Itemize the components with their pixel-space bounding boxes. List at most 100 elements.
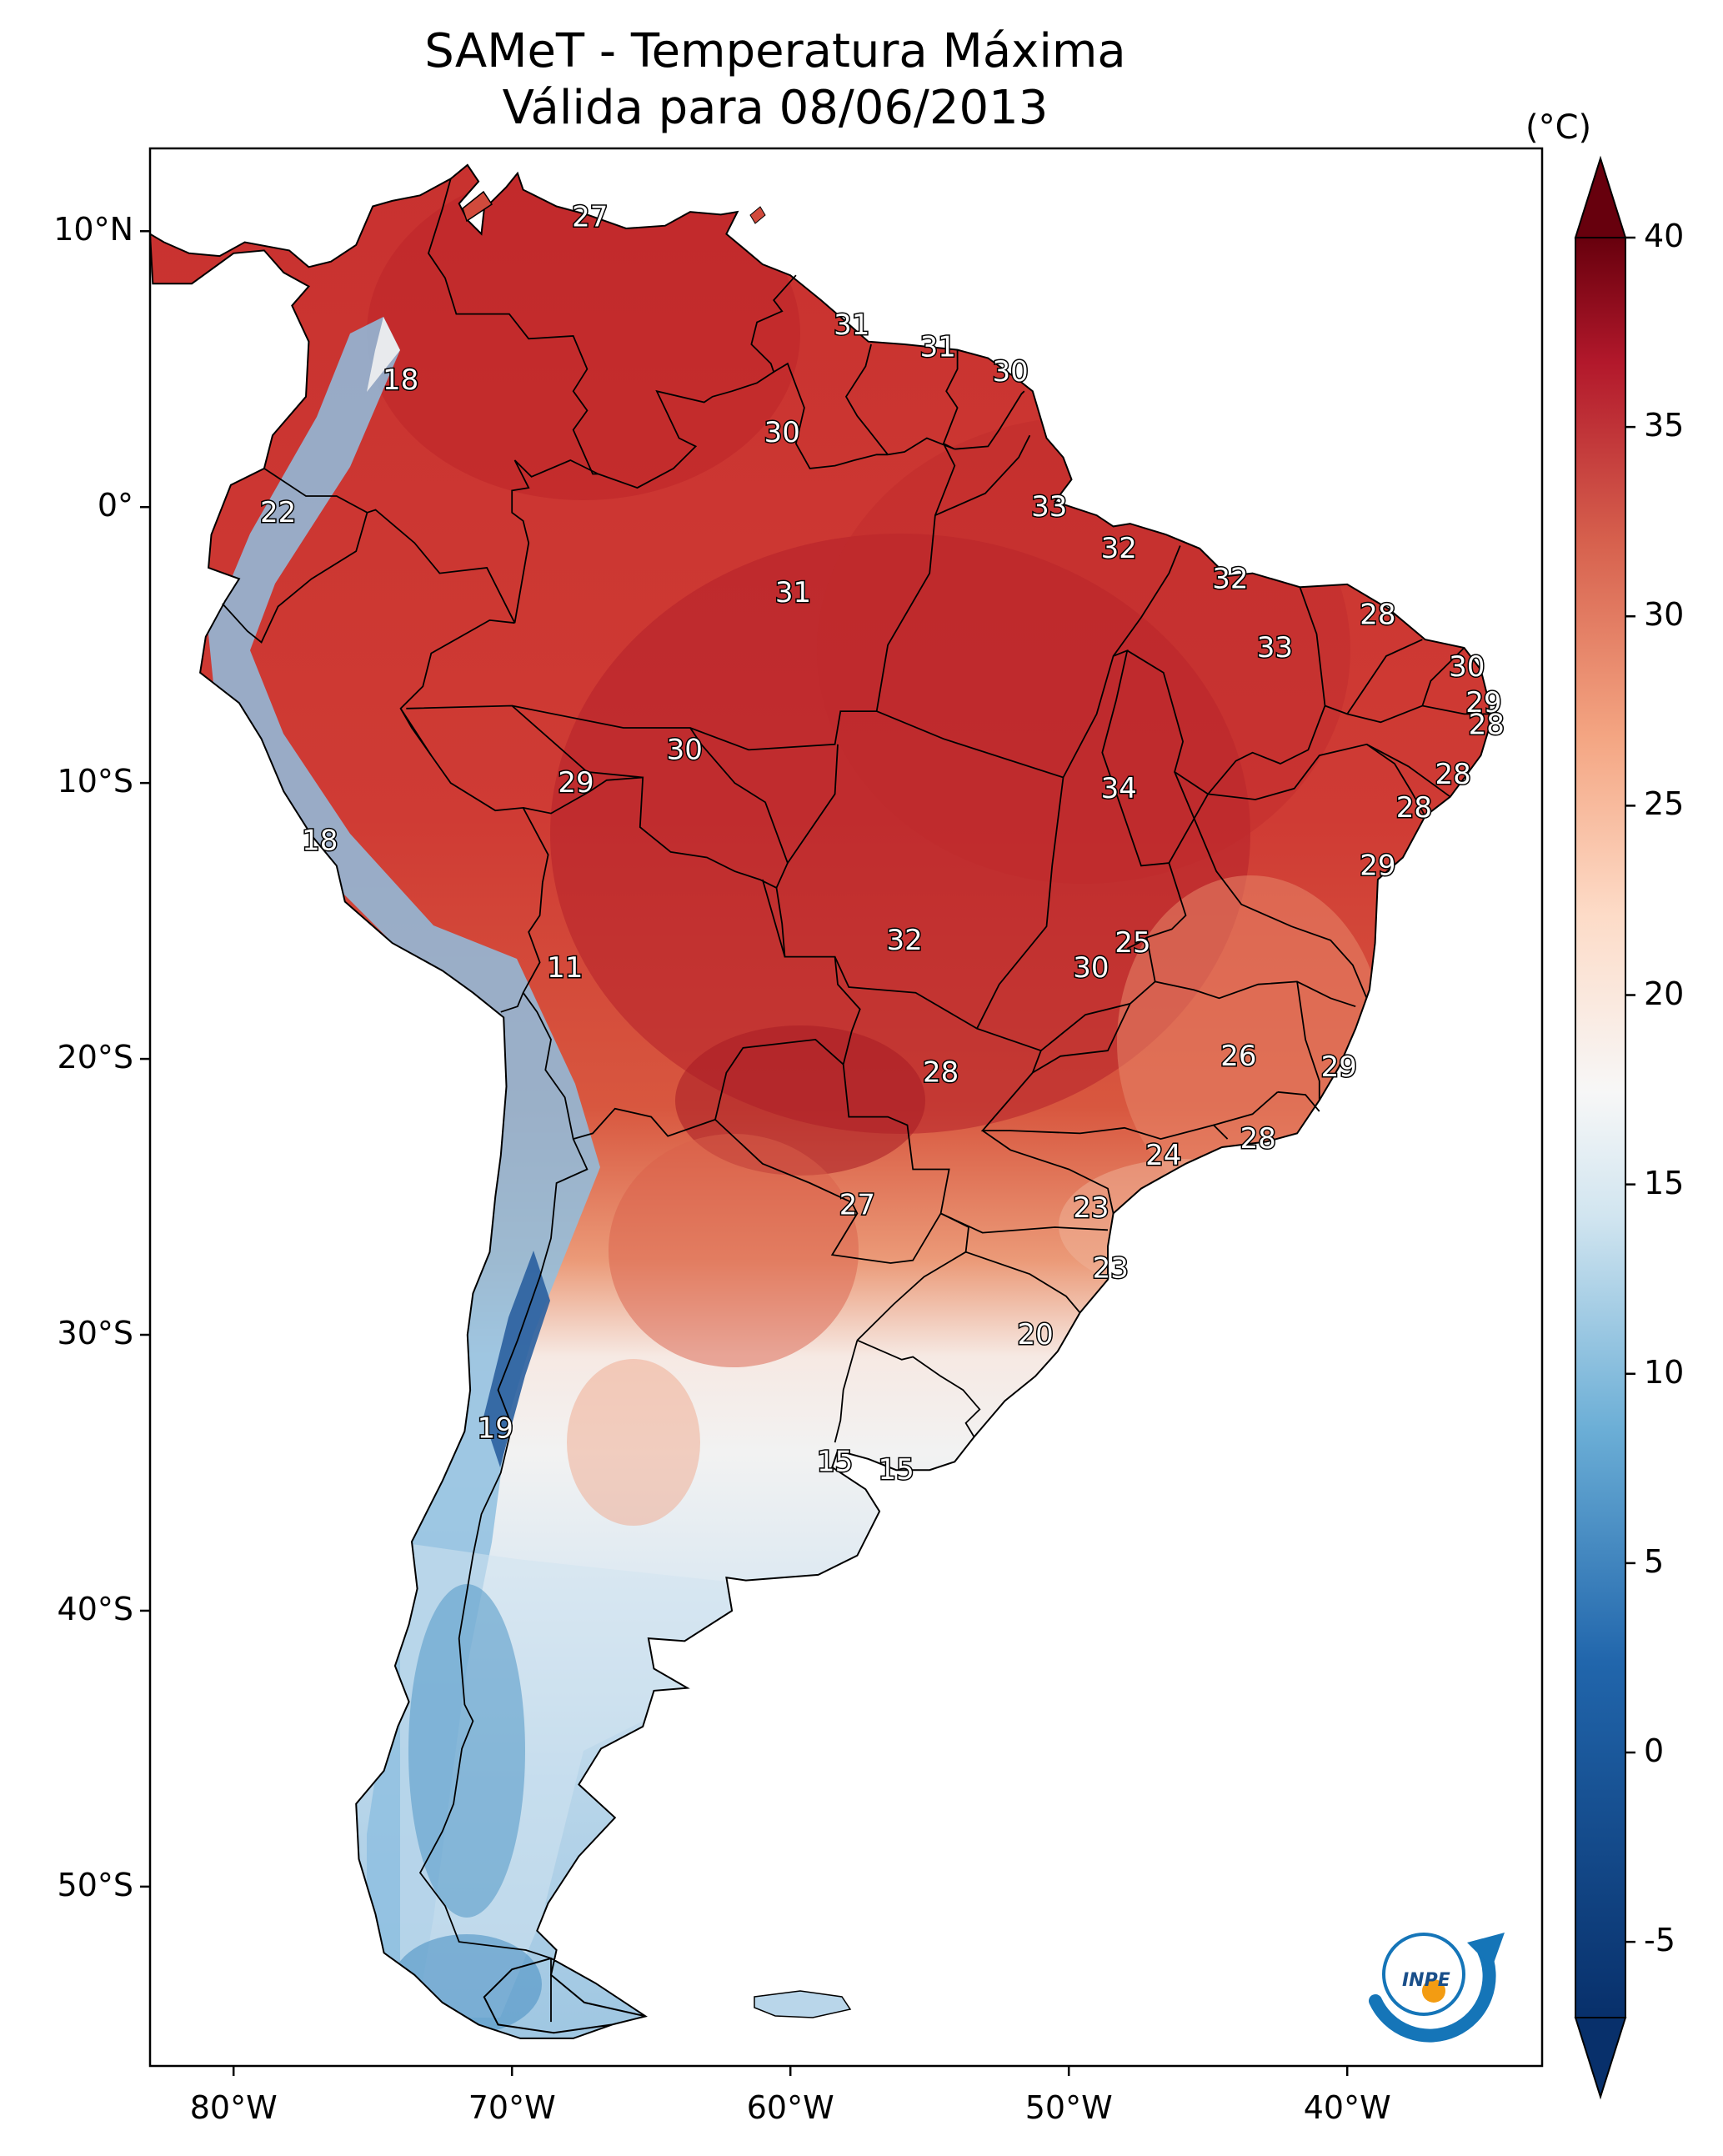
border-line	[1208, 743, 1426, 817]
map-title: SAMeT - Temperatura Máxima	[424, 24, 1126, 78]
colorbar-max-arrow	[1574, 155, 1627, 238]
border-line	[598, 274, 797, 489]
colorbar-tick-label: 35	[1644, 407, 1685, 444]
colorbar-min-arrow	[1574, 2017, 1627, 2100]
border-line	[773, 362, 889, 469]
lat-tick-label: 0°	[97, 487, 133, 524]
colorbar	[1574, 155, 1635, 2100]
colorbar-tick-label: 0	[1644, 1732, 1665, 1770]
border-line	[1366, 744, 1451, 798]
border-line	[406, 704, 644, 779]
colorbar-unit: (°C)	[1525, 108, 1592, 147]
colorbar-tick-label: 20	[1644, 975, 1685, 1012]
border-line	[428, 178, 599, 475]
border-line	[842, 1064, 950, 1214]
temperature-label: 32	[1212, 562, 1248, 595]
border-line	[714, 1119, 942, 1264]
temperature-label: 31	[775, 576, 811, 609]
temperature-label: 30	[1073, 951, 1109, 985]
border-line	[1325, 704, 1490, 724]
border-line	[418, 1138, 589, 1959]
colorbar-tick-label: -5	[1644, 1922, 1675, 1959]
border-line	[1168, 793, 1209, 864]
border-line	[523, 776, 861, 1065]
lat-tick-label: 10°S	[57, 763, 133, 800]
temperature-label: 20	[1017, 1318, 1053, 1351]
temperature-label: 30	[764, 416, 800, 449]
temperature-label: 33	[1031, 490, 1067, 524]
border-line	[940, 1212, 1109, 1234]
border-line	[976, 777, 1064, 1030]
map-frame	[148, 147, 1544, 2068]
border-line	[965, 1251, 1081, 1314]
temperature-label: 19	[478, 1412, 513, 1446]
border-line	[834, 1340, 859, 1443]
border-line	[512, 704, 877, 751]
lon-tick-label: 70°W	[468, 2089, 556, 2126]
map-subtitle: Válida para 08/06/2013	[502, 81, 1049, 135]
temperature-label: 29	[558, 766, 594, 800]
border-line	[1421, 647, 1465, 706]
lat-tick-label: 40°S	[57, 1590, 133, 1627]
lat-tick-label: 30°S	[57, 1315, 133, 1352]
colorbar-tick-label: 25	[1644, 785, 1685, 823]
border-line	[761, 879, 786, 957]
colorbar-tick-label: 40	[1644, 218, 1685, 254]
temperature-label: 22	[260, 496, 296, 529]
colorbar-tick-label: 10	[1644, 1353, 1685, 1391]
country-borders	[222, 178, 1490, 2023]
border-line	[399, 619, 549, 1013]
temperature-label: 23	[1073, 1191, 1109, 1225]
border-line	[980, 1003, 1229, 1141]
border-line	[834, 956, 1042, 1073]
border-line	[689, 727, 789, 889]
temperature-label: 24	[1145, 1139, 1181, 1172]
temperature-label: 33	[1257, 631, 1293, 664]
border-line	[934, 434, 1031, 516]
border-line	[263, 468, 516, 624]
temperature-label: 28	[923, 1056, 959, 1090]
temperature-label: 18	[383, 364, 418, 397]
trinidad-island	[749, 206, 766, 224]
border-line	[982, 1130, 1114, 1214]
falkland-islands	[754, 1990, 852, 2018]
border-line	[857, 1339, 981, 1437]
lon-tick-label: 80°W	[189, 2089, 278, 2126]
inpe-logo-text: INPE	[1402, 1970, 1450, 1991]
border-line	[954, 390, 1025, 450]
temperature-label: 30	[1449, 650, 1485, 684]
temperature-label: 32	[1101, 532, 1137, 565]
border-line	[1174, 771, 1368, 999]
lon-tick-label: 50°W	[1024, 2089, 1113, 2126]
temperature-label: 15	[817, 1445, 853, 1478]
temperature-label: 15	[878, 1453, 914, 1487]
temperature-label: 32	[886, 924, 922, 957]
border-line	[1296, 981, 1320, 1101]
temperature-label: 18	[302, 825, 338, 858]
border-line	[1213, 1091, 1279, 1126]
temperature-label: 31	[920, 330, 956, 364]
temperature-label: 28	[1396, 791, 1432, 825]
temperature-label: 28	[1435, 758, 1470, 791]
lon-tick-label: 60°W	[746, 2089, 834, 2126]
lat-tick-label: 50°S	[57, 1866, 133, 1903]
colorbar-tick-label: 5	[1644, 1542, 1665, 1580]
border-line	[876, 710, 1064, 779]
lon-tick-label: 40°W	[1303, 2089, 1391, 2126]
border-line	[1112, 545, 1181, 657]
temperature-label: 31	[834, 308, 869, 342]
border-line	[787, 744, 839, 864]
border-line	[1155, 980, 1356, 1008]
temperature-label: 26	[1220, 1040, 1256, 1073]
lat-tick-label: 10°N	[53, 211, 133, 248]
temperature-label: 30	[992, 355, 1028, 389]
temperature-label: 29	[1465, 686, 1501, 720]
temperature-label: 23	[1093, 1252, 1129, 1286]
temperature-label: 27	[839, 1189, 875, 1222]
temperature-label: 28	[1360, 598, 1395, 631]
temperature-label: 27	[572, 201, 608, 234]
border-line	[1346, 639, 1423, 714]
colorbar-tick-label: 30	[1644, 596, 1685, 634]
